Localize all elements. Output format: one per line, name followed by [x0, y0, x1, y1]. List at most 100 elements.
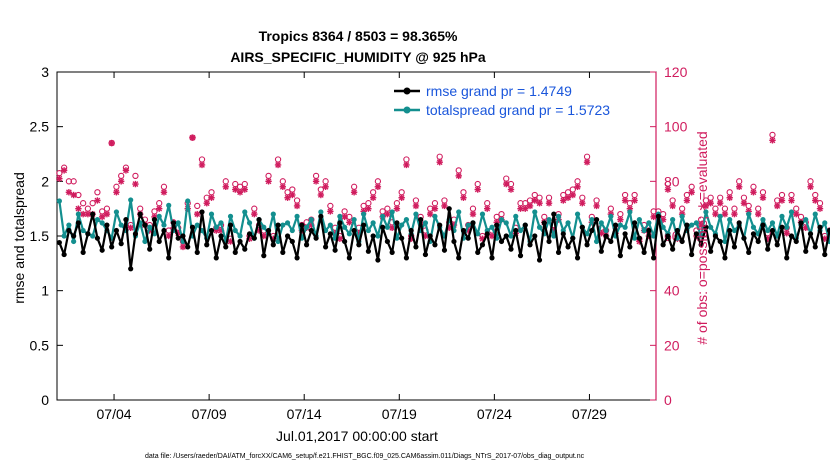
rmse-point	[294, 255, 300, 261]
obs-evaluated-marker	[474, 186, 481, 193]
rmse-point	[441, 247, 448, 253]
totalspread-point	[337, 213, 343, 219]
totalspread-point	[632, 235, 638, 241]
asterisk-stroke	[664, 186, 671, 193]
obs-possible-marker	[788, 191, 795, 199]
rmse-point	[703, 224, 709, 230]
obs-evaluated-marker	[327, 208, 334, 215]
obs-evaluated-marker	[312, 178, 320, 185]
rmse-point	[665, 233, 671, 239]
totalspread-point	[327, 222, 333, 228]
totalspread-point	[517, 227, 524, 234]
totalspread-point	[90, 233, 96, 239]
obs-evaluated-marker	[455, 172, 462, 180]
obs-possible-marker	[745, 202, 752, 210]
y-tick-label-right: 20	[664, 337, 680, 353]
totalspread-point	[822, 220, 828, 226]
asterisk-stroke	[579, 200, 586, 207]
asterisk-stroke	[750, 189, 757, 196]
y-axis-label-left: rmse and totalspread	[11, 172, 27, 304]
rmse-point	[708, 248, 714, 254]
rmse-point	[693, 231, 700, 237]
asterisk-stroke	[474, 186, 481, 193]
obs-evaluated-marker	[322, 183, 329, 190]
rmse-point	[565, 244, 571, 250]
y-tick-label-left: 3	[41, 64, 49, 80]
rmse-point	[80, 249, 86, 255]
asterisk-stroke	[508, 186, 514, 193]
totalspread-point	[208, 211, 215, 217]
rmse-point	[284, 233, 291, 239]
asterisk-stroke	[812, 197, 819, 204]
rmse-point	[489, 255, 495, 261]
totalspread-point	[242, 209, 248, 215]
obs-evaluated-marker	[545, 200, 553, 207]
asterisk-stroke	[327, 208, 334, 215]
rmse-point	[218, 233, 224, 239]
totalspread-point	[760, 217, 766, 223]
rmse-point	[475, 249, 481, 255]
obs-evaluated-marker	[94, 197, 101, 204]
obs-possible-marker	[70, 178, 77, 185]
totalspread-point	[185, 198, 191, 204]
obs-evaluated-marker	[122, 167, 130, 174]
asterisk-stroke	[707, 200, 714, 207]
rmse-point	[75, 220, 81, 226]
totalspread-point	[788, 209, 795, 215]
obs-evaluated-marker	[117, 178, 125, 185]
rmse-point	[251, 235, 257, 241]
obs-evaluated-marker	[403, 161, 410, 169]
rmse-point	[403, 255, 410, 261]
rmse-point	[265, 227, 272, 234]
rmse-point	[232, 249, 238, 255]
totalspread-point	[280, 222, 286, 228]
rmse-point	[213, 255, 219, 261]
obs-evaluated-marker	[132, 180, 139, 188]
totalspread-point	[147, 224, 153, 230]
totalspread-point	[679, 213, 685, 219]
rmse-point	[750, 231, 757, 237]
obs-evaluated-marker	[617, 216, 624, 223]
rmse-point	[674, 227, 680, 234]
y-tick-label-right: 40	[664, 283, 680, 299]
obs-possible-marker	[717, 194, 724, 201]
rmse-point	[109, 244, 115, 250]
totalspread-point	[361, 211, 367, 217]
obs-evaluated-marker	[621, 197, 629, 204]
obs-evaluated-marker	[807, 183, 814, 190]
rmse-point	[175, 235, 181, 241]
rmse-point	[223, 244, 229, 250]
asterisk-stroke	[108, 140, 115, 146]
rmse-point	[204, 242, 210, 248]
obs-evaluated-marker	[702, 202, 710, 210]
asterisk-stroke	[432, 205, 438, 212]
asterisk-stroke	[180, 244, 186, 250]
totalspread-point	[403, 217, 410, 223]
rmse-point	[503, 233, 509, 239]
asterisk-stroke	[127, 224, 134, 231]
x-tick-label: 07/09	[192, 406, 227, 422]
obs-possible-marker	[750, 183, 757, 190]
asterisk-stroke	[265, 178, 272, 185]
rmse-point	[151, 217, 158, 223]
rmse-point	[365, 248, 371, 254]
data-file-footnote: data file: /Users/raeder/DAI/ATM_forcXX/…	[145, 453, 585, 460]
totalspread-point	[708, 224, 714, 230]
asterisk-stroke	[470, 211, 476, 218]
asterisk-stroke	[736, 183, 743, 190]
asterisk-stroke	[208, 194, 215, 201]
obs-possible-marker	[759, 189, 767, 196]
obs-evaluated-marker	[569, 191, 577, 199]
rmse-point	[66, 227, 72, 234]
obs-evaluated-marker	[574, 183, 581, 190]
obs-evaluated-marker	[683, 197, 691, 204]
totalspread-point	[365, 227, 371, 234]
asterisk-stroke	[522, 205, 529, 212]
asterisk-stroke	[94, 197, 101, 204]
rmse-point	[280, 249, 286, 255]
rmse-point	[807, 231, 814, 237]
asterisk-stroke	[70, 192, 77, 198]
obs-evaluated-marker	[160, 189, 168, 196]
rmse-point	[337, 220, 343, 226]
rmse-point	[432, 242, 438, 248]
